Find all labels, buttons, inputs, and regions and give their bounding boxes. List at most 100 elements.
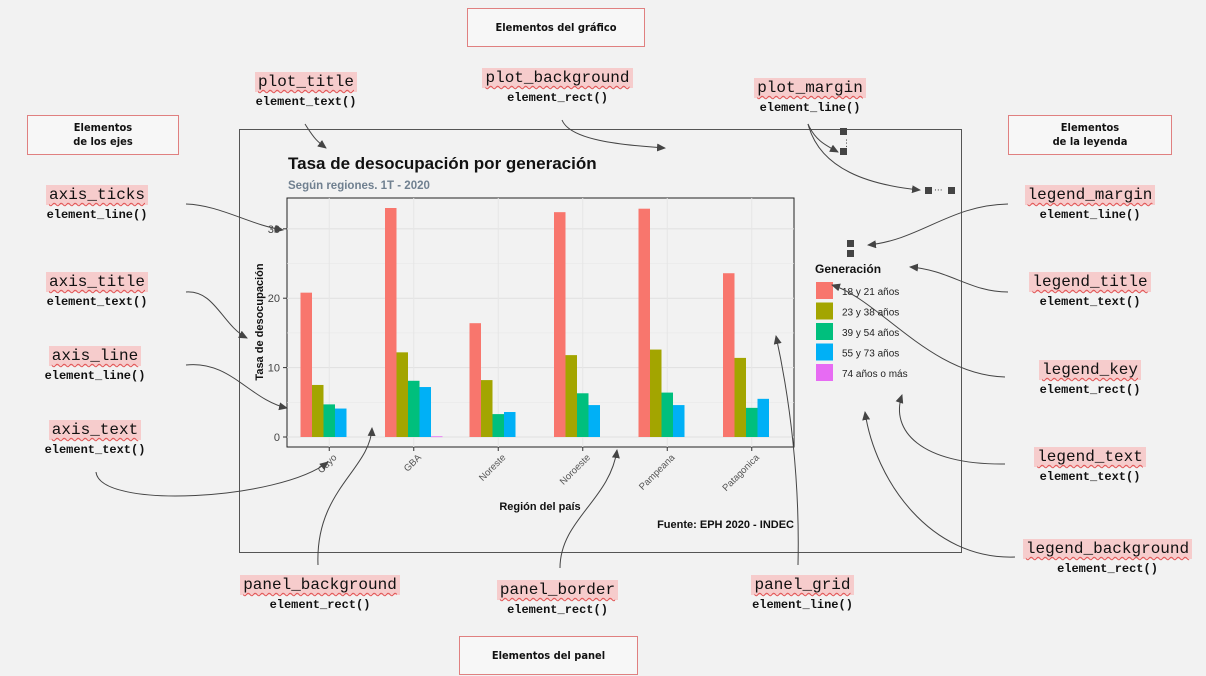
y-tick-label: 30 [268, 224, 280, 236]
arrow-legend-key [831, 283, 1006, 378]
label-fn: element_line() [752, 598, 853, 612]
section-elementos-leyenda: Elementos de la leyenda [1008, 115, 1172, 155]
legend-key [816, 282, 833, 299]
legend-key [816, 323, 833, 340]
arrow-axis-line [185, 364, 288, 411]
arrow-legend-margin [867, 203, 1009, 249]
label-axis-line: axis_line element_line() [25, 346, 165, 383]
label-fn: element_line() [759, 101, 861, 115]
label-legend-background: legend_background element_rect() [1015, 539, 1200, 576]
legend-key [816, 364, 833, 381]
arrow-plot-margin-1 [807, 123, 839, 153]
legend-text: 23 y 38 años [842, 308, 899, 319]
chart-caption: Fuente: EPH 2020 - INDEC [657, 519, 794, 531]
bar [577, 393, 589, 437]
arrow-plot-title [304, 123, 327, 149]
label-fn: element_rect() [1057, 562, 1158, 576]
label-name: panel_border [496, 580, 619, 600]
label-fn: element_rect() [507, 603, 608, 617]
label-name: legend_text [1034, 447, 1146, 467]
arrow-panel-grid [773, 335, 799, 566]
x-tick-label: GBA [402, 452, 424, 474]
arrow-axis-ticks [185, 203, 284, 233]
svg-text:⋮: ⋮ [842, 139, 851, 149]
bar [504, 412, 516, 437]
label-name: legend_title [1029, 272, 1151, 292]
chart-title: Tasa de desocupación por generación [288, 154, 597, 173]
y-axis: 0 10 20 30 [268, 224, 287, 444]
label-plot-margin: plot_margin element_line() [735, 78, 885, 115]
bar [481, 380, 493, 437]
legend: 18 y 21 años 23 y 38 años 39 y 54 años 55 y… [816, 282, 908, 381]
panel-background [286, 197, 795, 448]
legend-text: 18 y 21 años [842, 287, 899, 298]
label-fn: element_text() [46, 295, 148, 309]
label-legend-text: legend_text element_text() [1015, 447, 1165, 484]
bar [734, 357, 746, 437]
label-axis-title: axis_title element_text() [27, 272, 167, 309]
bar [554, 212, 566, 437]
chart-subtitle: Según regiones. 1T - 2020 [288, 180, 430, 192]
bar [408, 380, 420, 437]
label-name: plot_margin [754, 78, 866, 98]
section-elementos-grafico: Elementos del gráfico [467, 8, 645, 47]
bar [650, 349, 662, 437]
bar [588, 405, 600, 437]
y-tick-label: 0 [274, 432, 280, 444]
label-fn: element_text() [255, 95, 357, 109]
label-panel-background: panel_background element_rect() [230, 575, 410, 612]
bar [312, 384, 324, 437]
label-fn: element_rect() [507, 91, 608, 105]
section-panel-text: Elementos del panel [491, 648, 606, 662]
bar [385, 208, 397, 437]
legend-title: Generación [815, 262, 881, 276]
label-name: axis_title [45, 272, 148, 292]
label-fn: element_line() [1039, 208, 1141, 222]
legend-key [816, 302, 833, 320]
section-elementos-panel: Elementos del panel [459, 636, 638, 675]
legend-text: 39 y 54 años [842, 328, 899, 339]
bar [565, 355, 577, 437]
legend-text: 74 años o más [842, 369, 908, 380]
bar [396, 352, 408, 437]
label-axis-text: axis_text element_text() [25, 420, 165, 457]
x-tick-label: Noreste [477, 452, 508, 483]
x-tick-label: Cuyo [316, 452, 339, 475]
label-legend-margin: legend_margin element_line() [1015, 185, 1165, 222]
label-fn: element_line() [44, 369, 146, 383]
label-name: legend_margin [1024, 185, 1156, 205]
label-name: plot_title [254, 72, 357, 92]
bar [638, 208, 650, 437]
label-legend-key: legend_key element_rect() [1015, 360, 1165, 397]
section-leyenda-text: Elementos de la leyenda [1052, 121, 1128, 148]
section-ejes-text: Elementos de los ejes [73, 121, 133, 148]
arrow-plot-margin-2 [807, 123, 921, 194]
bar [746, 407, 758, 437]
arrow-axis-title [185, 291, 248, 339]
legend-text: 55 y 73 años [842, 349, 899, 360]
label-fn: element_text() [1039, 470, 1141, 484]
plot-margin-marker: ⋮ ··· [840, 128, 955, 196]
x-axis-title: Región del país [499, 501, 580, 513]
arrow-panel-background [317, 427, 376, 566]
arrow-legend-title [909, 263, 1009, 293]
arrow-legend-text [895, 394, 1006, 465]
label-name: legend_key [1038, 360, 1141, 380]
label-name: axis_ticks [45, 185, 148, 205]
label-name: axis_line [48, 346, 142, 366]
arrow-plot-background [561, 119, 666, 152]
bar [431, 436, 443, 438]
legend-key [816, 343, 833, 361]
bar [757, 398, 769, 437]
arrow-axis-text [95, 461, 329, 497]
label-panel-grid: panel_grid element_line() [735, 575, 870, 612]
bars [300, 208, 769, 438]
label-fn: element_line() [46, 208, 148, 222]
legend-margin-marker [847, 240, 854, 257]
x-tick-label: Patagonica [720, 452, 762, 494]
x-tick-label: Noroeste [558, 452, 593, 487]
label-name: panel_grid [751, 575, 854, 595]
bar [723, 273, 735, 437]
x-tick-label: Pampeana [637, 452, 678, 493]
